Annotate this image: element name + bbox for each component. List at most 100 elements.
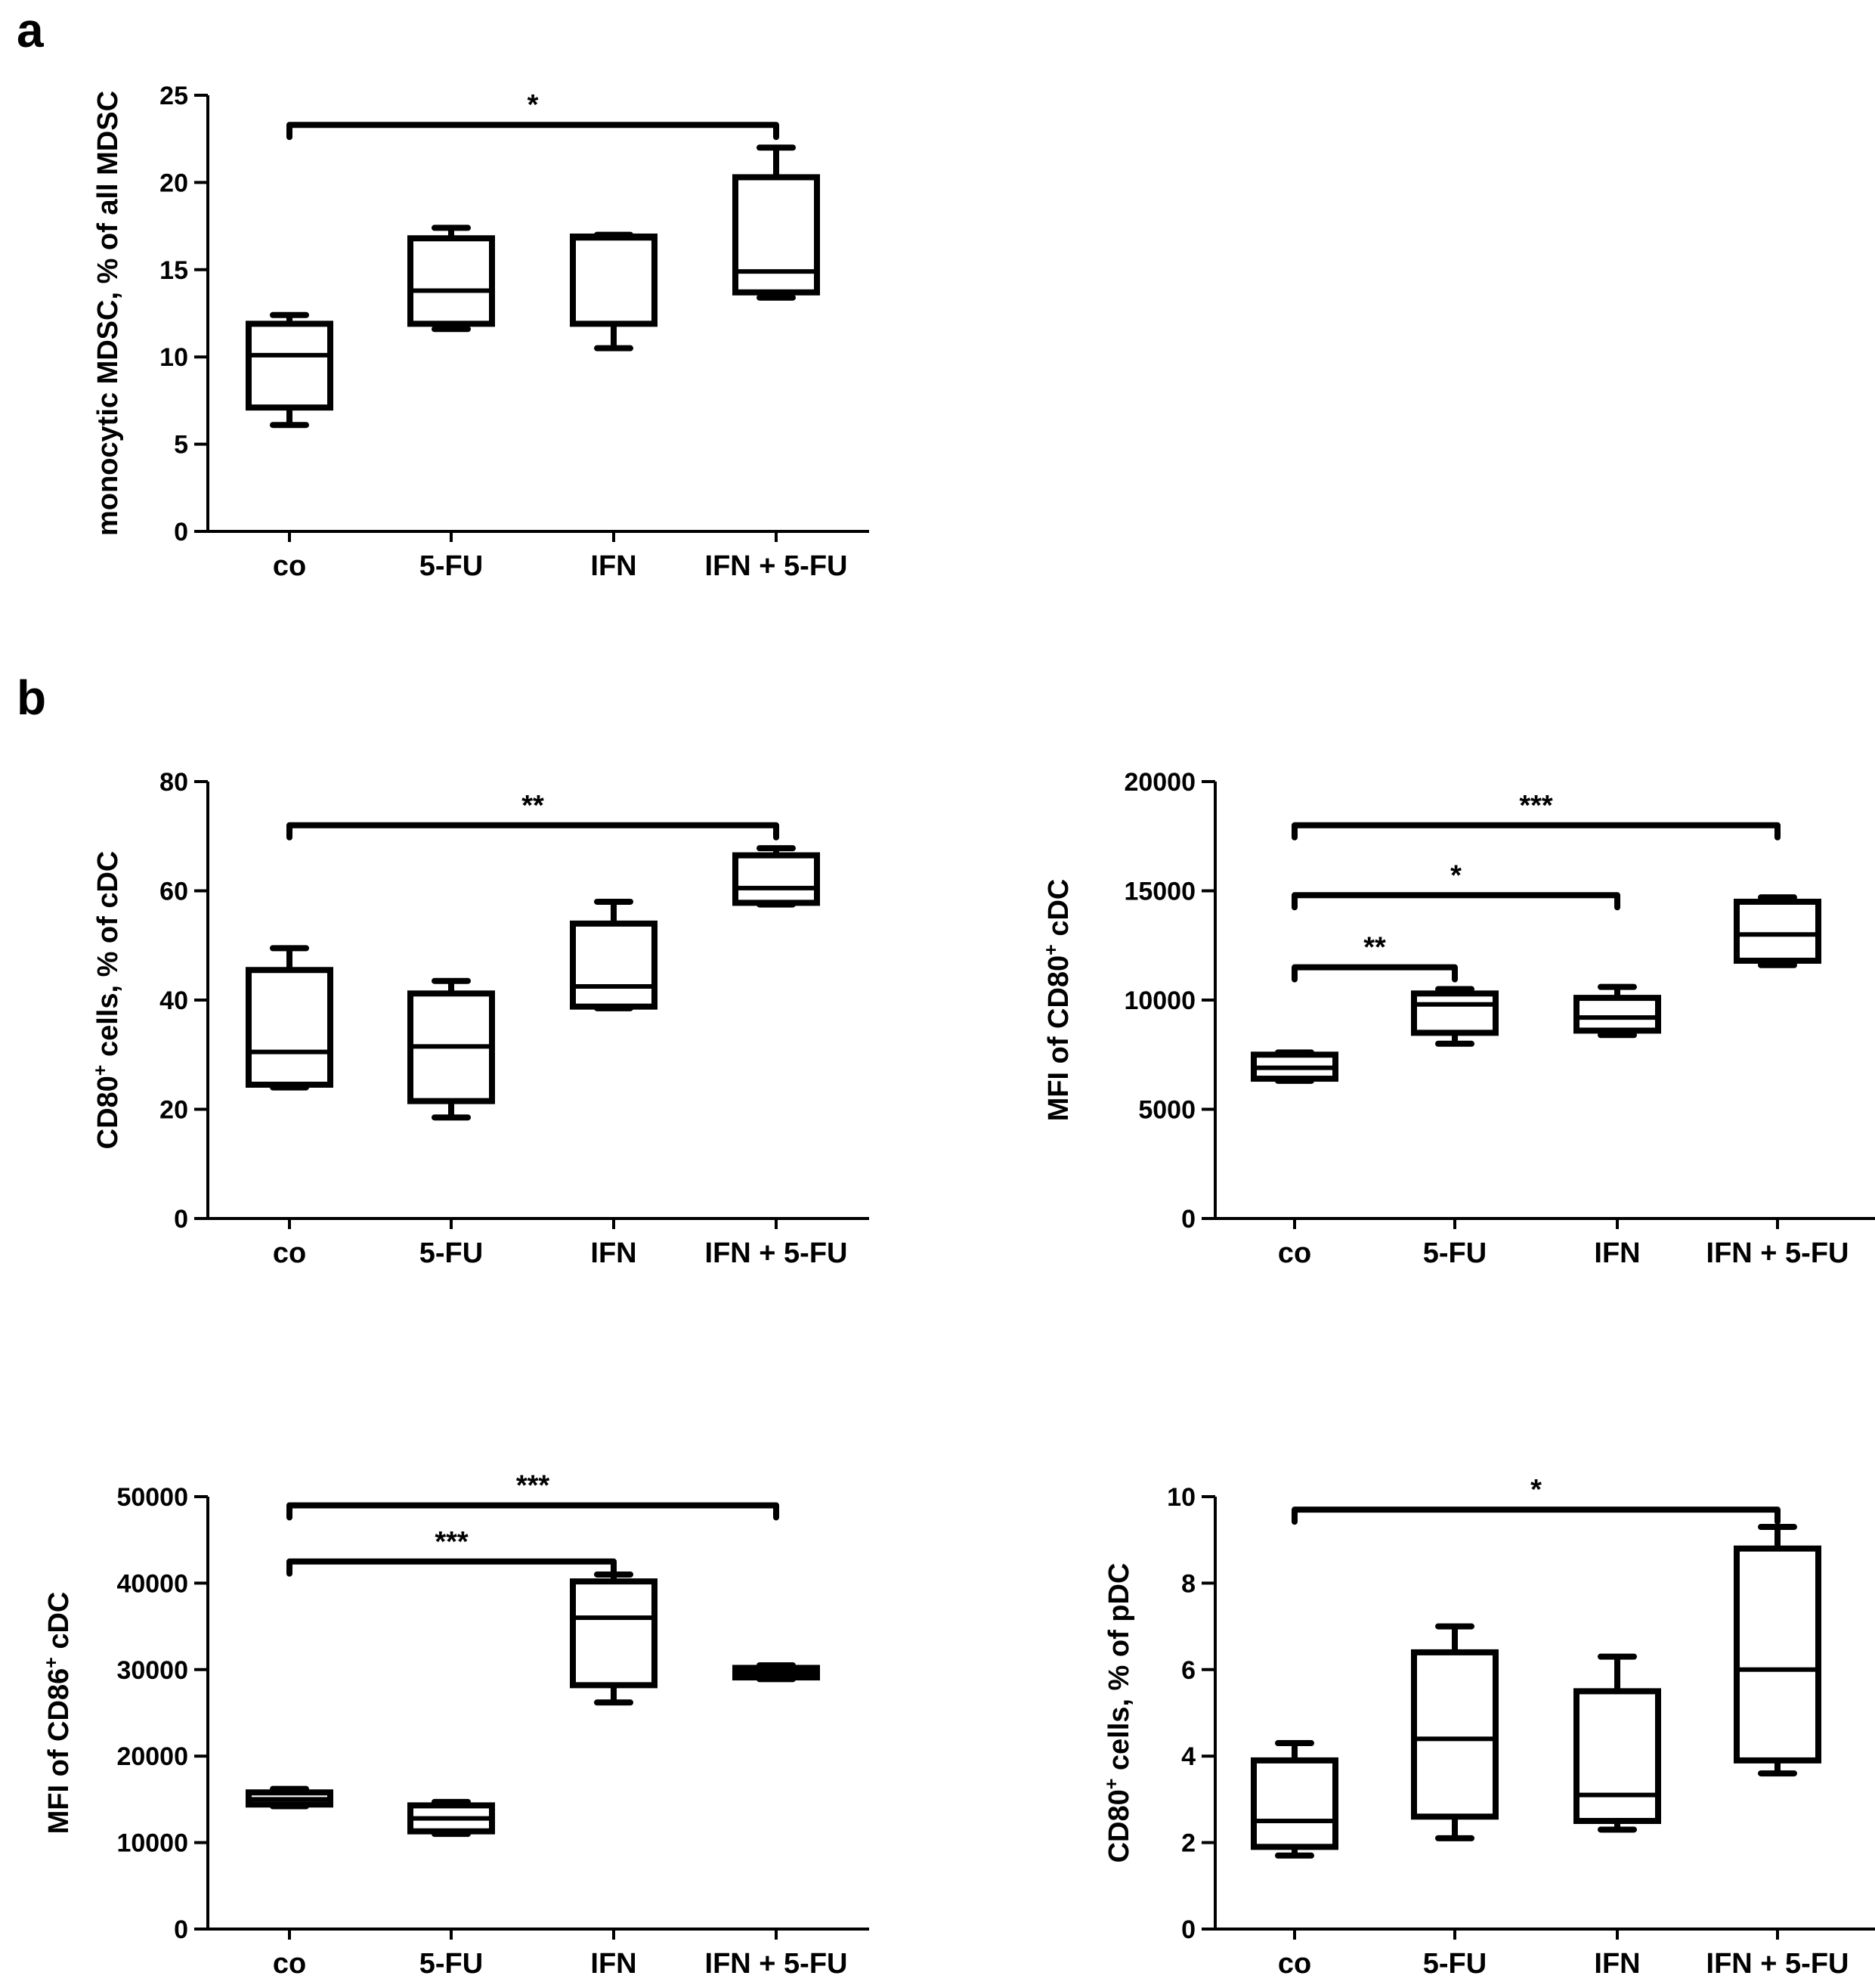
x-tick-label: IFN + 5-FU	[1706, 1948, 1849, 1980]
chart-5: 0 2 4 6 8 10 co 5-FU IFN IFN + 5-FU CD80+ cells, %…	[1101, 1474, 1875, 1980]
y-tick-label: 15000	[1124, 878, 1196, 906]
y-tick-label: 50000	[116, 1483, 188, 1512]
y-tick-label: 80	[159, 768, 188, 797]
box-co	[1251, 1740, 1338, 1859]
significance-label: ***	[516, 1469, 550, 1501]
y-tick-label: 10	[159, 343, 188, 372]
x-tick-label: co	[273, 1948, 306, 1980]
x-tick-label: IFN + 5-FU	[705, 1237, 848, 1269]
y-tick-label: 4	[1181, 1742, 1196, 1771]
x-tick-label: 5-FU	[419, 1948, 483, 1980]
chart-3: 0 5000 10000 15000 20000 co 5-FU IFN IFN + 5-FU M…	[1041, 768, 1875, 1269]
y-axis-label: monocytic MDSC, % of all MDSC	[92, 91, 124, 536]
x-tick-label: IFN + 5-FU	[705, 550, 848, 582]
significance-label: ***	[1519, 790, 1553, 822]
significance-label: **	[1363, 932, 1386, 964]
box-5-fu	[407, 225, 495, 333]
box-co	[246, 945, 333, 1091]
y-tick-label: 10	[1167, 1483, 1196, 1512]
y-tick-label: 15	[159, 256, 188, 285]
y-tick-label: 0	[1181, 1915, 1196, 1944]
x-tick-label: 5-FU	[419, 1237, 483, 1269]
y-tick-label: 2	[1181, 1829, 1196, 1858]
y-tick-label: 8	[1181, 1569, 1196, 1598]
significance-label: **	[521, 790, 544, 822]
x-tick-label: 5-FU	[1423, 1948, 1487, 1980]
panel-label-a: a	[17, 3, 44, 57]
significance-label: *	[1530, 1474, 1542, 1506]
significance-bracket	[286, 122, 779, 141]
y-tick-label: 0	[1181, 1205, 1196, 1234]
y-axis-label: CD80+ cells, % of pDC	[1101, 1563, 1135, 1863]
chart-4: 0 10000 20000 30000 40000 50000 co 5-FU IFN IFN +…	[41, 1469, 869, 1980]
box-co	[1251, 1049, 1338, 1084]
y-tick-label: 25	[159, 82, 188, 110]
box-ifn	[1573, 1653, 1661, 1833]
box-ifn	[570, 898, 657, 1011]
box-iqr	[1734, 898, 1821, 964]
significance-bracket	[1292, 1506, 1781, 1525]
box-iqr	[1411, 990, 1499, 1036]
y-tick-label: 0	[174, 1205, 188, 1234]
y-axis-label: MFI of CD80+ cDC	[1041, 879, 1075, 1122]
y-tick-label: 10000	[116, 1829, 188, 1858]
box-iqr	[407, 235, 495, 327]
x-tick-label: IFN	[590, 1237, 636, 1269]
box-co	[246, 1785, 333, 1810]
box-iqr	[1411, 1649, 1499, 1820]
x-tick-label: IFN	[1594, 1948, 1640, 1980]
chart-2: 0 20 40 60 80 co 5-FU IFN IFN + 5-FU CD80+ cells,…	[90, 768, 869, 1269]
x-tick-label: co	[1278, 1948, 1311, 1980]
box-ifn-5-fu	[732, 1662, 820, 1683]
box-ifn-5-fu	[732, 845, 820, 908]
box-5-fu	[1411, 1623, 1499, 1841]
box-5-fu	[407, 1798, 495, 1838]
y-tick-label: 5000	[1138, 1096, 1196, 1125]
y-tick-label: 20	[159, 169, 188, 197]
box-iqr	[732, 174, 820, 296]
significance-label: *	[1450, 859, 1462, 891]
box-iqr	[246, 967, 333, 1088]
box-iqr	[1251, 1757, 1338, 1850]
box-co	[246, 311, 333, 429]
y-tick-label: 20000	[116, 1742, 188, 1771]
box-iqr	[1734, 1545, 1821, 1763]
significance-bracket	[1292, 822, 1781, 841]
box-5-fu	[407, 977, 495, 1121]
significance-label: ***	[435, 1526, 469, 1558]
x-tick-label: co	[273, 550, 306, 582]
x-tick-label: IFN	[590, 550, 636, 582]
y-tick-label: 10000	[1124, 986, 1196, 1015]
box-iqr	[1573, 995, 1661, 1034]
x-tick-label: IFN	[1594, 1237, 1640, 1269]
x-tick-label: co	[273, 1237, 306, 1269]
x-tick-label: IFN + 5-FU	[1706, 1237, 1849, 1269]
y-tick-label: 30000	[116, 1656, 188, 1685]
box-iqr	[246, 320, 333, 411]
y-axis-label: MFI of CD86+ cDC	[41, 1592, 75, 1835]
y-tick-label: 0	[174, 1915, 188, 1944]
box-ifn-5-fu	[1734, 1524, 1821, 1777]
y-tick-label: 5	[174, 431, 188, 460]
box-5-fu	[1411, 986, 1499, 1047]
significance-bracket	[1292, 892, 1620, 911]
y-axis-label: CD80+ cells, % of cDC	[90, 851, 124, 1150]
significance-bracket	[286, 822, 779, 841]
x-tick-label: 5-FU	[419, 550, 483, 582]
box-iqr	[732, 852, 820, 906]
significance-bracket	[286, 1502, 779, 1521]
box-ifn	[570, 231, 657, 351]
panel-label-b: b	[17, 670, 46, 725]
x-tick-label: IFN + 5-FU	[705, 1948, 848, 1980]
box-ifn-5-fu	[732, 144, 820, 301]
box-iqr	[570, 920, 657, 1010]
chart-1: 0 5 10 15 20 25 co 5-FU IFN IFN + 5-FU monocytic M…	[92, 82, 869, 582]
box-iqr	[570, 1578, 657, 1689]
y-tick-label: 20000	[1124, 768, 1196, 797]
box-iqr	[570, 233, 657, 327]
significance-bracket	[286, 1558, 617, 1577]
y-tick-label: 40000	[116, 1569, 188, 1598]
box-ifn	[1573, 983, 1661, 1039]
